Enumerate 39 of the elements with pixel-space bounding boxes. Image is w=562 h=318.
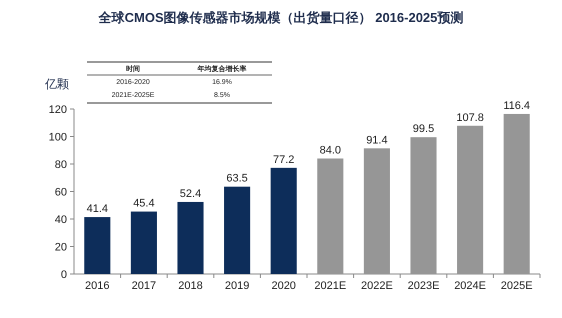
y-tick-label: 80 [54, 159, 67, 171]
data-label: 63.5 [226, 172, 248, 185]
x-tick-label: 2016 [85, 280, 110, 292]
data-label: 45.4 [133, 198, 155, 210]
y-tick-label: 100 [48, 132, 67, 144]
x-tick-label: 2022E [360, 280, 393, 292]
x-tick-label: 2021E [314, 280, 346, 292]
bar [504, 114, 530, 274]
data-label: 116.4 [503, 100, 530, 112]
chart-title: 全球CMOS图像传感器市场规模（出货量口径） 2016-2025预测 [98, 10, 464, 25]
data-label: 107.8 [456, 112, 484, 124]
x-tick-label: 2023E [408, 280, 440, 292]
data-label: 41.4 [86, 203, 108, 216]
y-tick-label: 120 [48, 104, 67, 116]
bar [457, 126, 484, 274]
bar [270, 168, 297, 274]
data-label: 84.0 [320, 144, 342, 156]
bar [130, 212, 157, 274]
bar [224, 186, 250, 274]
data-label: 52.4 [180, 188, 202, 200]
x-tick-label: 2024E [454, 280, 486, 292]
x-tick-label: 2017 [132, 280, 156, 292]
y-tick-label: 40 [54, 214, 67, 226]
x-tick-label: 2025E [500, 280, 533, 292]
data-label: 77.2 [272, 154, 294, 166]
bar [177, 202, 204, 274]
y-tick-label: 20 [54, 242, 67, 254]
data-label: 99.5 [412, 123, 434, 136]
x-tick-label: 2018 [178, 280, 203, 292]
x-tick-label: 2020 [271, 280, 296, 292]
x-tick-label: 2019 [224, 280, 250, 292]
bar [317, 158, 344, 274]
data-label: 91.4 [366, 134, 388, 146]
y-tick-label: 0 [60, 269, 67, 281]
bar [364, 148, 390, 274]
bar [410, 137, 437, 274]
bar [84, 217, 110, 274]
y-tick-label: 60 [54, 186, 67, 198]
y-axis-title: 亿颗 [44, 77, 69, 91]
